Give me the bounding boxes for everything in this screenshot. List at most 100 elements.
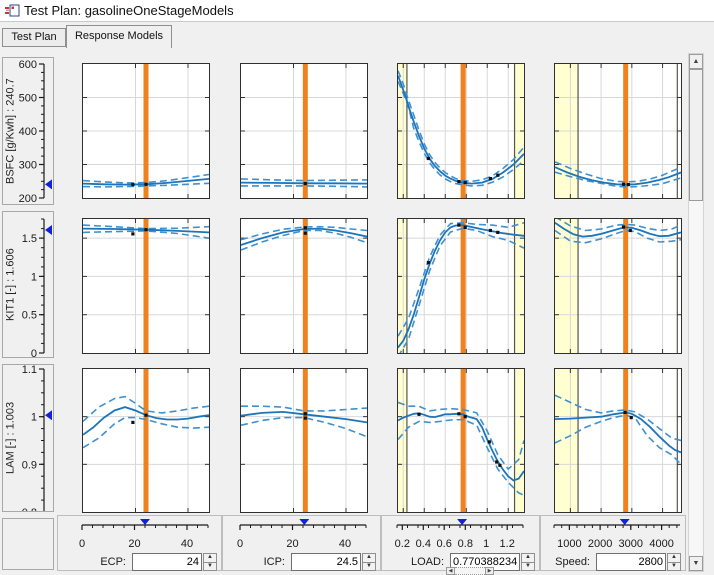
icp-spin-up-icon[interactable]: ▲ [362, 553, 376, 563]
vertical-scrollbar[interactable]: ▲ ▼ [688, 53, 704, 572]
mini-scroll-right-icon[interactable]: ▶ [485, 567, 494, 575]
data-point [417, 412, 421, 416]
lower-confidence-bound [555, 171, 681, 188]
load-axis-tick-labels: 0.2 0.4 0.6 0.8 1 1.2 [382, 538, 539, 551]
plot-kit1-ecp[interactable] [82, 218, 210, 354]
plot-lam-speed[interactable] [554, 368, 682, 513]
mini-horizontal-scrollbar[interactable]: ◀ ▶ [446, 567, 494, 575]
data-point [495, 460, 499, 464]
boundary-band [514, 219, 524, 353]
axis-tick-label: 3000 [618, 538, 644, 550]
icp-axis-tick-labels: 0 20 40 [223, 538, 380, 551]
lower-confidence-bound [398, 418, 524, 497]
data-point [131, 232, 135, 236]
speed-slider[interactable] [541, 518, 685, 543]
load-spinner[interactable]: ▲ ▼ [521, 553, 535, 571]
icp-slider[interactable] [223, 518, 380, 543]
data-point [623, 410, 627, 414]
plot-canvas [398, 219, 524, 353]
input-panel-ecp: 0 20 40 ECP: ▲ ▼ [57, 515, 222, 571]
ecp-label: ECP: [100, 556, 126, 568]
lower-confidence-bound [241, 229, 367, 251]
lower-confidence-bound [83, 416, 209, 449]
data-point [457, 180, 461, 184]
vertical-scrollbar-thumb[interactable] [689, 69, 703, 201]
load-label: LOAD: [410, 556, 444, 568]
upper-confidence-bound [557, 219, 681, 232]
mini-scroll-track[interactable] [455, 567, 485, 575]
load-spin-down-icon[interactable]: ▼ [521, 562, 535, 571]
data-point [463, 415, 467, 419]
ecp-value-field[interactable] [132, 553, 202, 571]
lam-y-axis: 0.8 0.9 1 1.1 [3, 364, 53, 519]
model-curve [555, 166, 681, 186]
axis-tick-label: 0.2 [394, 538, 410, 550]
model-curve [555, 222, 681, 238]
lower-confidence-bound [555, 229, 681, 244]
input-value-marker [619, 519, 630, 525]
tab-response-models[interactable]: Response Models [66, 25, 172, 48]
data-point [487, 440, 491, 444]
plot-bsfc-ecp[interactable] [82, 63, 210, 199]
data-point [621, 182, 626, 186]
speed-value-field[interactable] [596, 553, 666, 571]
axis-tick-label: 0.8 [457, 538, 473, 550]
ecp-slider[interactable] [58, 518, 221, 543]
plot-kit1-icp[interactable] [240, 218, 368, 354]
plot-bsfc-load[interactable] [397, 63, 525, 199]
upper-confidence-bound [555, 161, 681, 183]
ecp-spin-down-icon[interactable]: ▼ [203, 562, 217, 571]
upper-confidence-bound [398, 70, 524, 183]
speed-spin-up-icon[interactable]: ▲ [667, 553, 681, 563]
data-point [626, 183, 630, 187]
plot-bsfc-icp[interactable] [240, 63, 368, 199]
scroll-down-icon[interactable]: ▼ [689, 556, 703, 571]
upper-confidence-bound [398, 221, 524, 337]
data-point [628, 228, 632, 233]
data-point [144, 182, 148, 186]
bsfc-y-axis: 200 300 400 500 600 [3, 58, 53, 209]
data-point [488, 177, 492, 181]
plot-kit1-load[interactable] [397, 218, 525, 354]
plot-bsfc-speed[interactable] [554, 63, 682, 199]
model-curve [241, 227, 367, 246]
scroll-up-icon[interactable]: ▲ [689, 54, 703, 69]
tab-test-plan[interactable]: Test Plan [2, 28, 66, 47]
plot-canvas [83, 369, 209, 512]
load-spin-up-icon[interactable]: ▲ [521, 553, 535, 563]
plot-kit1-speed[interactable] [554, 218, 682, 354]
data-point [463, 181, 467, 185]
axis-tick-label: 0.6 [436, 538, 452, 550]
plot-lam-ecp[interactable] [82, 368, 210, 513]
plot-lam-load[interactable] [397, 368, 525, 513]
svg-text:1: 1 [31, 412, 37, 424]
boundary-band [555, 369, 578, 512]
axis-tick-label: 2000 [587, 538, 613, 550]
axis-tick-label: 4000 [649, 538, 674, 550]
data-point [303, 412, 307, 416]
load-slider[interactable] [382, 518, 539, 543]
upper-confidence-bound [83, 395, 209, 422]
icp-spinner[interactable]: ▲ ▼ [362, 553, 376, 571]
lower-confidence-bound [555, 414, 681, 465]
mini-scroll-left-icon[interactable]: ◀ [446, 567, 455, 575]
plot-canvas [241, 219, 367, 353]
data-point [457, 223, 461, 227]
plot-canvas [398, 64, 524, 198]
plot-lam-icp[interactable] [240, 368, 368, 513]
response-value-marker [45, 410, 52, 421]
ecp-spinner[interactable]: ▲ ▼ [203, 553, 217, 571]
ecp-spin-up-icon[interactable]: ▲ [203, 553, 217, 563]
icp-value-field[interactable] [291, 553, 361, 571]
icp-spin-down-icon[interactable]: ▼ [362, 562, 376, 571]
speed-spinner[interactable]: ▲ ▼ [667, 553, 681, 571]
svg-text:200: 200 [19, 193, 37, 204]
plot-canvas [241, 64, 367, 198]
boundary-band [555, 219, 578, 353]
upper-confidence-bound [83, 224, 209, 230]
speed-spin-down-icon[interactable]: ▼ [667, 562, 681, 571]
model-curve [555, 411, 681, 454]
tab-bar: Test Plan Response Models [0, 22, 714, 48]
upper-confidence-bound [555, 394, 681, 442]
svg-text:1: 1 [31, 271, 37, 283]
